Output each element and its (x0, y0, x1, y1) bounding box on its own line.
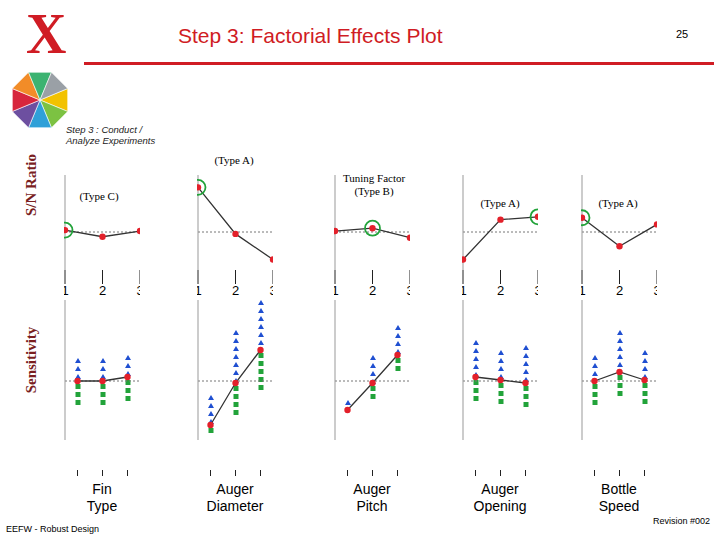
html-text:X: X (26, 3, 67, 65)
html-text:Step 3: Factorial Effects Plot: Step 3: Factorial Effects Plot (178, 24, 443, 47)
html-text:Tuning Factor (Type B): Tuning Factor (Type B) (342, 172, 406, 197)
html-text:Bottle Speed: Bottle Speed (598, 481, 640, 514)
svg-text:2: 2 (496, 283, 503, 298)
svg-text:2: 2 (231, 283, 238, 298)
html-text:Fin Type: Fin Type (86, 481, 118, 514)
svg-text:1: 1 (64, 283, 69, 298)
html-text:25: 25 (676, 28, 689, 40)
svg-text:3: 3 (269, 283, 273, 298)
svg-text:3: 3 (406, 283, 410, 298)
svg-text:3: 3 (534, 283, 538, 298)
html-text:EEFW - Robust Design: EEFW - Robust Design (6, 524, 99, 534)
html-text:(Type A): (Type A) (214, 154, 254, 166)
html-text:Auger Opening: Auger Opening (473, 481, 527, 514)
html-text:Revision #002: Revision #002 (653, 516, 710, 526)
html-text:Step 3 : Conduct / Analyze Exp: Step 3 : Conduct / Analyze Experiments (66, 124, 156, 146)
svg-text:3: 3 (136, 283, 140, 298)
svg-text:1: 1 (581, 283, 586, 298)
html-text:(Type A): (Type A) (480, 197, 520, 209)
svg-text:2: 2 (98, 283, 105, 298)
html-text:Auger Diameter: Auger Diameter (206, 481, 264, 514)
html-text:Auger Pitch: Auger Pitch (353, 481, 391, 514)
html-text:S/N Ratio: S/N Ratio (23, 154, 39, 216)
svg-text:2: 2 (368, 283, 375, 298)
svg-text:3: 3 (653, 283, 657, 298)
svg-text:1: 1 (334, 283, 339, 298)
svg-text:1: 1 (462, 283, 467, 298)
html-text:(Type C): (Type C) (79, 190, 119, 202)
svg-text:2: 2 (615, 283, 622, 298)
svg-text:1: 1 (197, 283, 202, 298)
html-text:(Type A): (Type A) (598, 197, 638, 209)
html-text:Sensitivity: Sensitivity (23, 326, 39, 394)
